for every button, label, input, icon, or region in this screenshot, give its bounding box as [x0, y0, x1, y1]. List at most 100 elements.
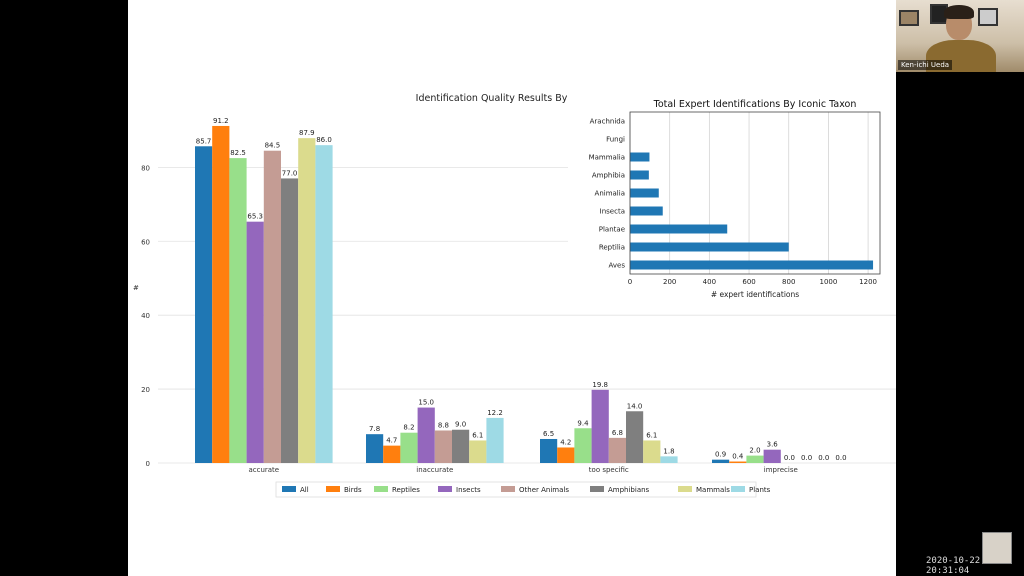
bar-value-label: 84.5 — [265, 142, 281, 150]
bar-value-label: 8.2 — [403, 424, 414, 432]
legend-swatch — [374, 486, 388, 492]
bar-value-label: 6.1 — [472, 431, 483, 439]
y-tick-label: Amphibia — [592, 172, 625, 180]
speaker-hair — [944, 5, 974, 19]
quality-chart-title: Identification Quality Results By Iconic… — [416, 93, 629, 104]
x-tick-label: 0 — [628, 278, 632, 286]
quality-results-chart: Identification Quality Results By Iconic… — [133, 93, 896, 498]
bar — [591, 389, 609, 463]
x-tick-label: 1000 — [819, 278, 837, 286]
bar-value-label: 14.0 — [627, 402, 643, 410]
bar-value-label: 6.5 — [543, 430, 554, 438]
bar — [630, 170, 649, 180]
wall-picture — [899, 10, 919, 26]
legend-label: Amphibians — [608, 486, 650, 494]
expert-chart-bars — [630, 152, 874, 270]
bar-value-label: 4.2 — [560, 438, 571, 446]
bar — [630, 152, 650, 162]
presentation-slide: Identification Quality Results By Iconic… — [128, 0, 896, 576]
bar — [712, 459, 730, 463]
bar — [281, 178, 299, 463]
bar-value-label: 8.8 — [438, 421, 449, 429]
quality-chart-x-ticks: accurate inaccurate too specific imprecise — [248, 466, 797, 474]
y-tick-label: 80 — [141, 164, 150, 172]
bar — [400, 432, 418, 463]
legend-swatch — [678, 486, 692, 492]
bar — [246, 221, 264, 463]
legend-swatch — [501, 486, 515, 492]
y-tick-label: Animalia — [595, 190, 625, 198]
bar — [315, 145, 333, 463]
expert-chart-x-label: # expert identifications — [711, 290, 799, 299]
bar — [608, 437, 626, 463]
bar — [434, 430, 452, 463]
bar — [452, 429, 470, 463]
bar-value-label: 4.7 — [386, 437, 397, 445]
bar-value-label: 3.6 — [767, 441, 779, 449]
charts-canvas: Identification Quality Results By Iconic… — [133, 89, 896, 498]
x-tick-label: 400 — [703, 278, 716, 286]
legend-label: Other Animals — [519, 486, 569, 494]
bar-value-label: 6.1 — [646, 431, 657, 439]
legend-swatch — [326, 486, 340, 492]
bar — [540, 438, 558, 463]
share-thumbnail[interactable] — [982, 532, 1012, 564]
x-tick-label: inaccurate — [416, 466, 453, 474]
x-tick-label: accurate — [248, 466, 279, 474]
bar-value-label: 19.8 — [592, 381, 608, 389]
bar — [574, 428, 592, 463]
legend-swatch — [438, 486, 452, 492]
bar — [630, 224, 728, 234]
bar — [298, 138, 316, 464]
bar — [486, 417, 504, 463]
bar-value-label: 0.4 — [732, 453, 744, 461]
quality-chart-y-label: # — [133, 284, 139, 292]
bar-value-label: 9.0 — [455, 421, 466, 429]
legend-label: Reptiles — [392, 486, 420, 494]
bar-value-label: 86.0 — [316, 136, 332, 144]
quality-chart-value-labels: 85.7 91.2 82.5 65.3 84.5 77.0 87.986.0 7.8 4.7 8.… — [196, 117, 847, 462]
x-tick-label: 200 — [663, 278, 676, 286]
bar — [469, 440, 487, 463]
expert-chart-y-ticks: Arachnida Fungi Mammalia Amphibia Animalia In… — [589, 118, 626, 270]
bar — [366, 434, 384, 463]
legend-swatch — [590, 486, 604, 492]
bar — [630, 206, 663, 216]
bar-value-label: 65.3 — [247, 213, 263, 221]
y-tick-label: Plantae — [599, 226, 625, 234]
legend-box — [275, 481, 757, 498]
bar-value-label: 0.0 — [801, 454, 812, 462]
expert-chart-x-ticks: 0 200 400 600 800 1000 1200 — [628, 278, 877, 286]
y-tick-label: 40 — [141, 312, 150, 320]
y-tick-label: Insecta — [600, 208, 625, 216]
expert-chart-frame — [629, 111, 881, 275]
y-tick-label: 0 — [146, 460, 150, 468]
quality-chart-legend: All Birds Reptiles Insects Other Animals Amph… — [275, 481, 771, 498]
bar — [746, 455, 764, 463]
bar-value-label: 0.9 — [715, 451, 726, 459]
bar — [383, 445, 401, 463]
bar — [763, 449, 781, 463]
bar-value-label: 0.0 — [835, 454, 846, 462]
bar — [195, 146, 213, 464]
legend-swatch — [282, 486, 296, 492]
bar-value-label: 77.0 — [282, 169, 298, 177]
bar-value-label: 82.5 — [230, 149, 246, 157]
bar — [263, 150, 281, 463]
bar-value-label: 85.7 — [196, 137, 212, 145]
bar — [660, 456, 678, 463]
y-tick-label: Fungi — [606, 136, 625, 144]
speaker-name-label: Ken-ichi Ueda — [898, 60, 953, 70]
x-tick-label: 800 — [782, 278, 795, 286]
x-tick-label: imprecise — [764, 466, 798, 474]
bar-value-label: 2.0 — [749, 447, 760, 455]
legend-label: Mammals — [696, 486, 730, 494]
y-tick-label: Aves — [609, 262, 626, 270]
legend-label: Birds — [344, 486, 362, 494]
bar — [643, 440, 661, 463]
y-tick-label: 60 — [141, 238, 150, 246]
bar — [626, 411, 644, 463]
bar-value-label: 9.4 — [577, 419, 589, 427]
bar-value-label: 12.2 — [487, 409, 503, 417]
wall-picture — [978, 8, 998, 26]
